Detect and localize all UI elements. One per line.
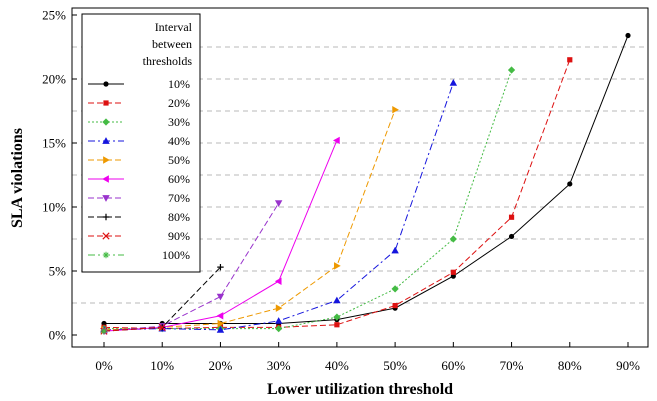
legend-label: 20% (168, 96, 190, 110)
x-tick-label: 20% (209, 358, 233, 373)
data-point (274, 277, 282, 285)
data-point (508, 233, 515, 240)
legend-title-line-1: Interval (155, 20, 193, 34)
legend-label: 60% (168, 172, 190, 186)
legend-entry: 30% (88, 115, 190, 129)
data-point (391, 285, 399, 293)
data-point (217, 263, 224, 271)
legend-entries: 10% 20% 30% 40% 50% 60% 70% 80% 90% 100% (88, 77, 190, 262)
series-lines (100, 32, 631, 335)
legend-label: 40% (168, 134, 190, 148)
legend-marker (102, 137, 110, 144)
legend-entry: 20% (88, 96, 190, 110)
legend-entry: 10% (88, 77, 190, 91)
legend-marker (102, 213, 110, 221)
legend-entry: 100% (88, 248, 190, 262)
data-point (507, 66, 516, 74)
legend-label: 10% (168, 77, 190, 91)
series-100pct (100, 327, 108, 335)
gridlines (72, 46, 648, 304)
y-tick-label: 0% (49, 328, 67, 343)
data-point (449, 79, 458, 86)
x-axis: 0% 10% 20% 30% 40% 50% 60% 70% 80% 90% (95, 342, 640, 373)
legend-marker (103, 100, 109, 106)
data-point (392, 106, 399, 114)
legend-title-line-2: between (152, 37, 192, 51)
x-tick-label: 60% (441, 358, 465, 373)
legend-entry: 40% (88, 134, 190, 148)
legend-entry: 80% (88, 210, 190, 224)
data-point (391, 246, 399, 254)
y-axis: 0% 5% 10% 15% 20% 25% (42, 8, 77, 343)
legend-box (81, 13, 201, 273)
legend-marker (102, 251, 110, 259)
legend: Interval between thresholds 10% 20% 30% 40%… (81, 13, 201, 273)
x-tick-label: 70% (500, 358, 524, 373)
series-line (104, 69, 513, 330)
data-point (392, 302, 398, 309)
legend-marker (103, 156, 110, 164)
y-tick-label: 5% (49, 264, 67, 279)
legend-entry: 60% (88, 172, 190, 186)
x-tick-label: 30% (267, 358, 291, 373)
series-line (104, 35, 629, 324)
data-point (333, 296, 341, 304)
series-line (103, 326, 163, 332)
legend-marker (102, 175, 109, 183)
data-point (333, 136, 340, 145)
legend-marker (103, 81, 109, 87)
data-point (158, 323, 166, 331)
legend-marker (102, 195, 110, 202)
data-point (100, 327, 108, 335)
legend-label: 100% (162, 248, 190, 262)
data-point (216, 326, 225, 333)
x-tick-label: 80% (558, 358, 582, 373)
x-tick-label: 90% (616, 358, 640, 373)
data-point (333, 313, 341, 321)
data-point (216, 312, 224, 320)
data-point (334, 262, 341, 270)
data-point (508, 214, 515, 220)
legend-label: 90% (168, 229, 190, 243)
data-point (567, 57, 573, 63)
data-point (274, 317, 283, 324)
x-tick-label: 40% (325, 358, 349, 373)
legend-label: 50% (168, 153, 190, 167)
x-tick-label: 50% (383, 358, 407, 373)
legend-label: 70% (168, 191, 190, 205)
series-line (103, 202, 280, 332)
data-point (449, 235, 457, 243)
y-tick-label: 25% (42, 8, 66, 23)
y-axis-title: SLA violations (9, 128, 26, 228)
data-point (334, 322, 340, 328)
x-axis-title: Lower utilization threshold (267, 381, 453, 398)
x-tick-label: 10% (150, 358, 174, 373)
data-point (274, 200, 283, 207)
legend-marker (102, 232, 110, 240)
legend-entry: 50% (88, 153, 190, 167)
data-point (275, 304, 283, 312)
data-point (625, 32, 631, 39)
legend-marker (102, 118, 110, 126)
data-point (275, 324, 283, 333)
legend-entry: 90% (88, 229, 190, 243)
data-point (216, 293, 225, 301)
legend-label: 80% (168, 210, 190, 224)
data-point (217, 319, 225, 328)
data-point (450, 269, 456, 275)
y-tick-label: 15% (42, 136, 66, 151)
y-tick-label: 10% (42, 200, 66, 215)
legend-label: 30% (168, 115, 190, 129)
x-tick-label: 0% (95, 358, 113, 373)
data-point (567, 181, 573, 187)
legend-entry: 70% (88, 191, 190, 205)
y-tick-label: 20% (42, 72, 66, 87)
plot-frame (71, 7, 649, 348)
legend-title-line-3: thresholds (143, 54, 193, 68)
